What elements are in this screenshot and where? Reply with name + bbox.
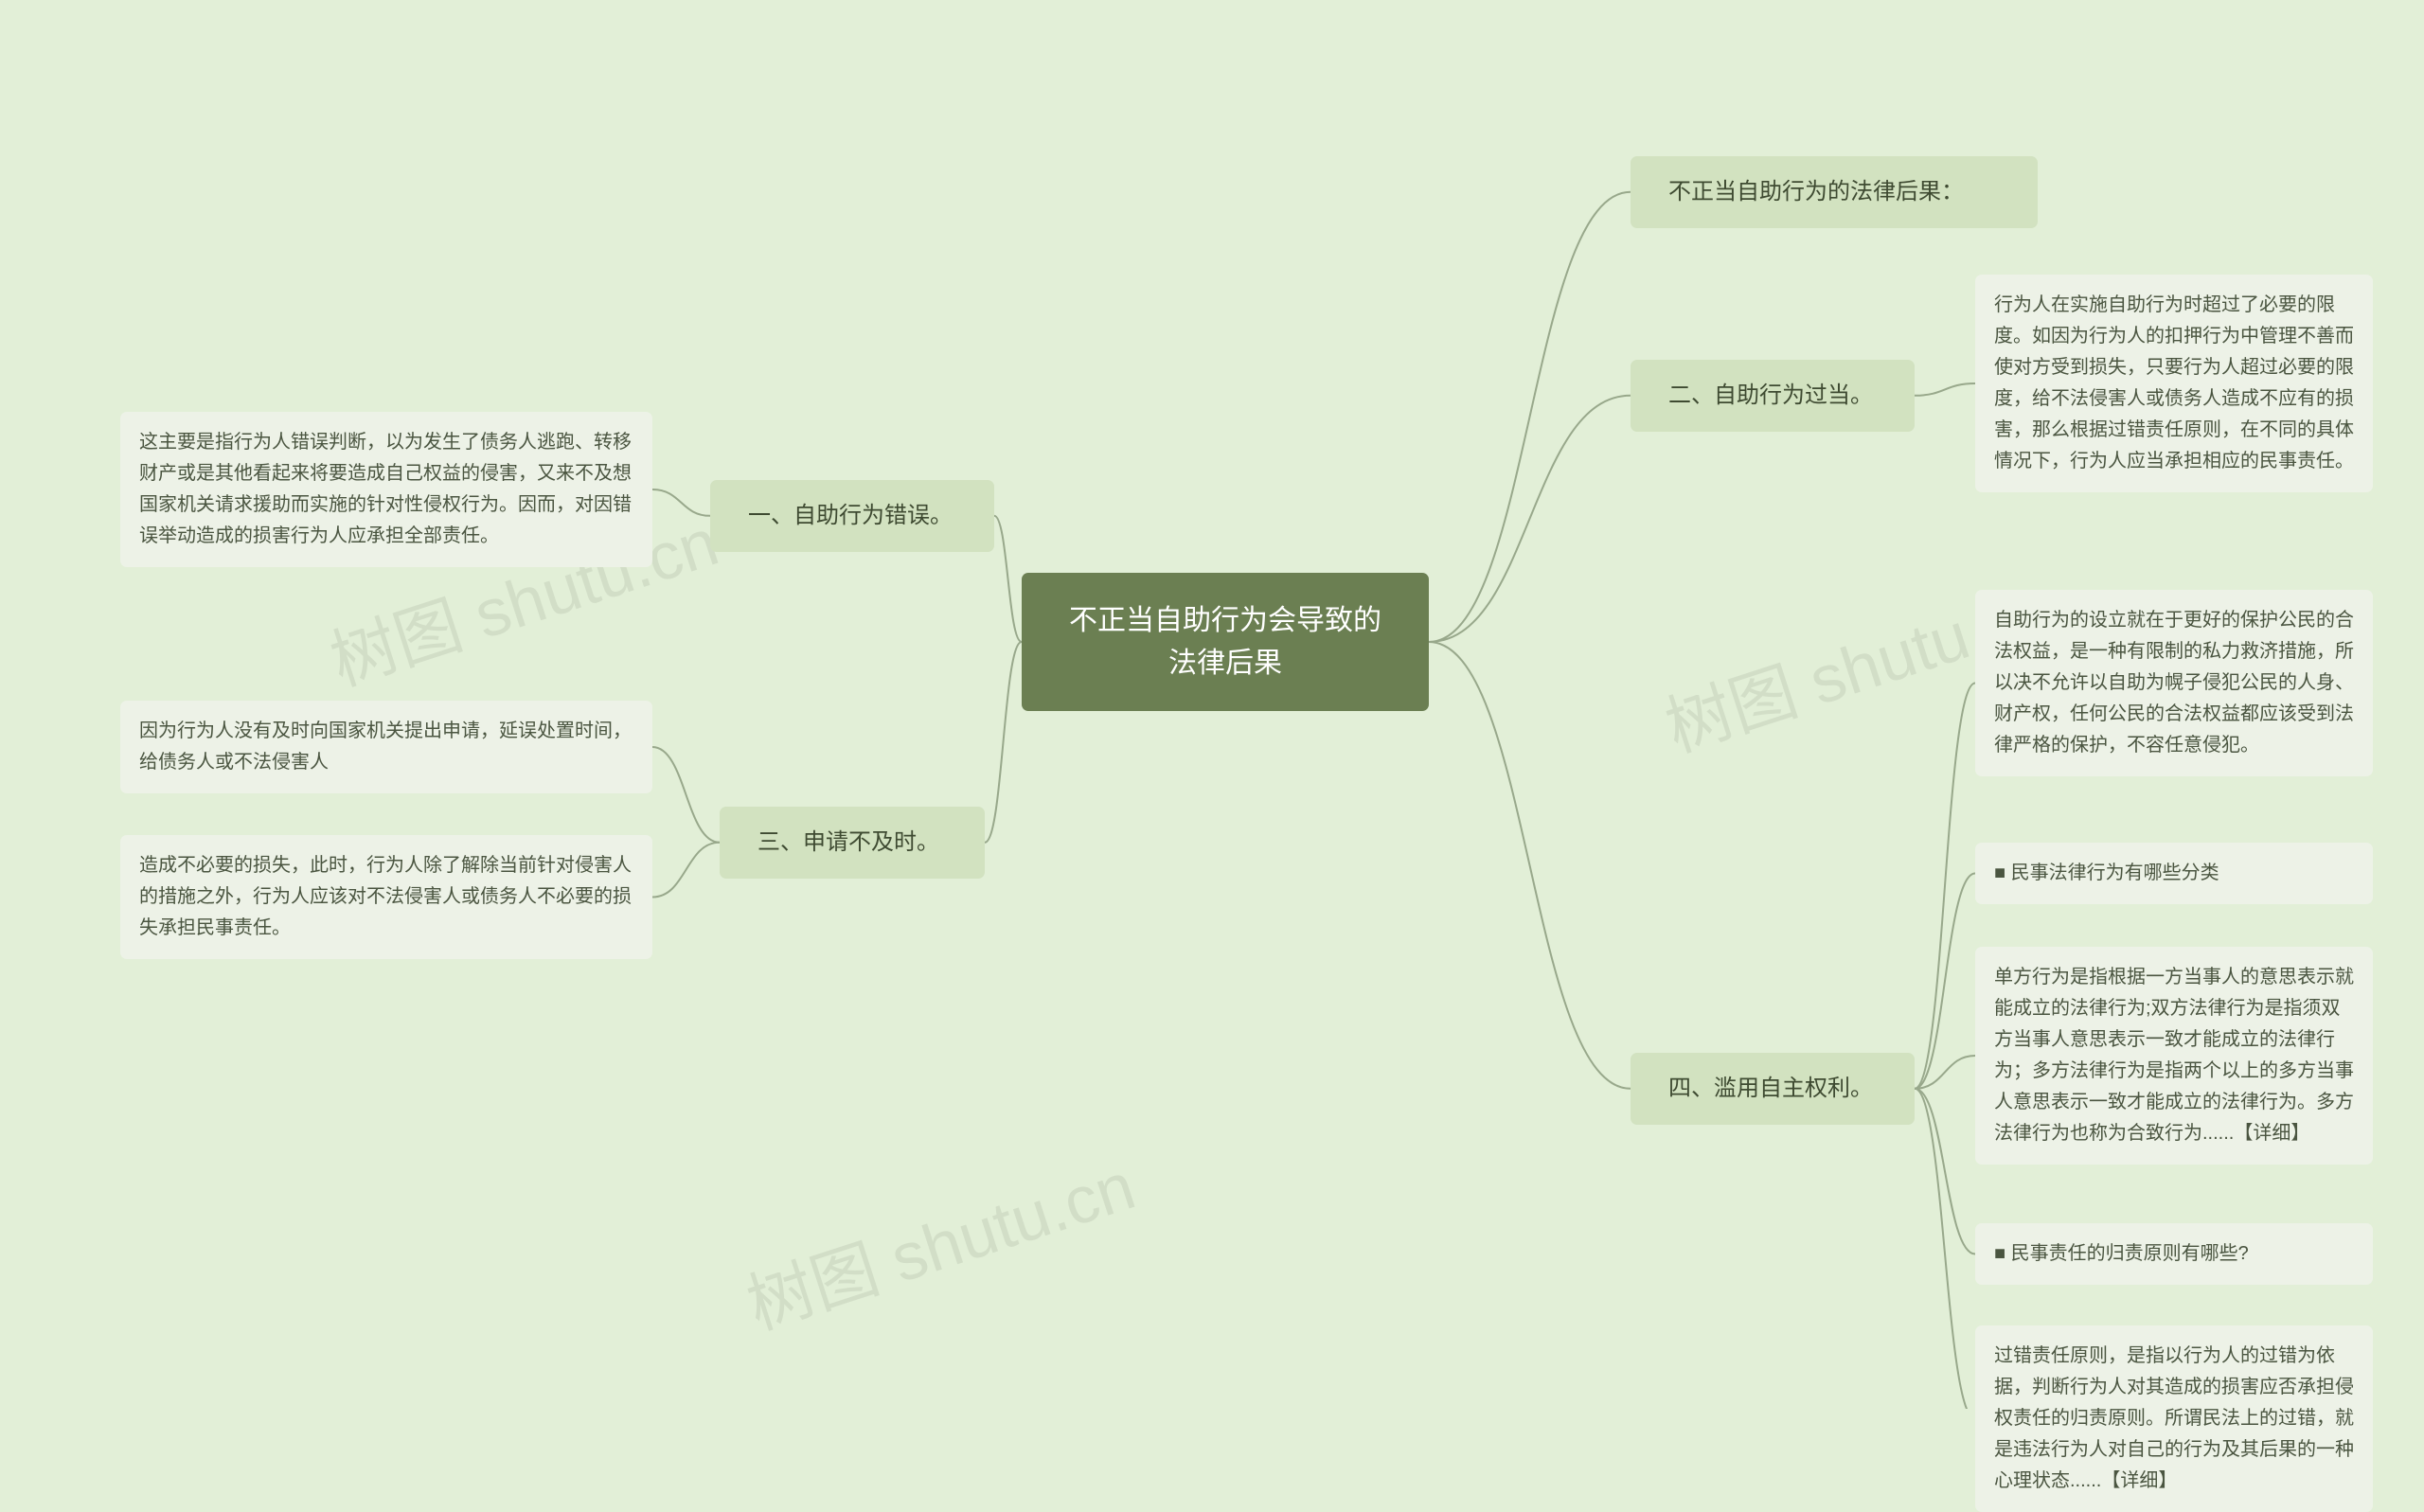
leaf-4c: 单方行为是指根据一方当事人的意思表示就能成立的法律行为;双方法律行为是指须双方当…	[1975, 947, 2373, 1165]
root-line2: 法律后果	[1056, 642, 1395, 685]
branch-4: 四、滥用自主权利。	[1631, 1053, 1915, 1125]
leaf-2a: 行为人在实施自助行为时超过了必要的限度。如因为行为人的扣押行为中管理不善而使对方…	[1975, 275, 2373, 492]
leaf-3a: 因为行为人没有及时向国家机关提出申请，延误处置时间，给债务人或不法侵害人	[120, 701, 652, 793]
branch-3: 三、申请不及时。	[720, 807, 985, 879]
root-line1: 不正当自助行为会导致的	[1056, 599, 1395, 642]
leaf-4b: ■ 民事法律行为有哪些分类	[1975, 843, 2373, 904]
leaf-4e: 过错责任原则，是指以行为人的过错为依据，判断行为人对其造成的损害应否承担侵权责任…	[1975, 1325, 2373, 1512]
mindmap-root: 不正当自助行为会导致的 法律后果	[1022, 573, 1429, 711]
leaf-4d: ■ 民事责任的归责原则有哪些?	[1975, 1223, 2373, 1285]
leaf-3b: 造成不必要的损失，此时，行为人除了解除当前针对侵害人的措施之外，行为人应该对不法…	[120, 835, 652, 959]
branch-0: 不正当自助行为的法律后果：	[1631, 156, 2038, 228]
leaf-4a: 自助行为的设立就在于更好的保护公民的合法权益，是一种有限制的私力救济措施，所以决…	[1975, 590, 2373, 776]
watermark: 树图 shutu.cn	[734, 1133, 1146, 1348]
branch-1: 一、自助行为错误。	[710, 480, 994, 552]
branch-2: 二、自助行为过当。	[1631, 360, 1915, 432]
leaf-1a: 这主要是指行为人错误判断，以为发生了债务人逃跑、转移财产或是其他看起来将要造成自…	[120, 412, 652, 567]
